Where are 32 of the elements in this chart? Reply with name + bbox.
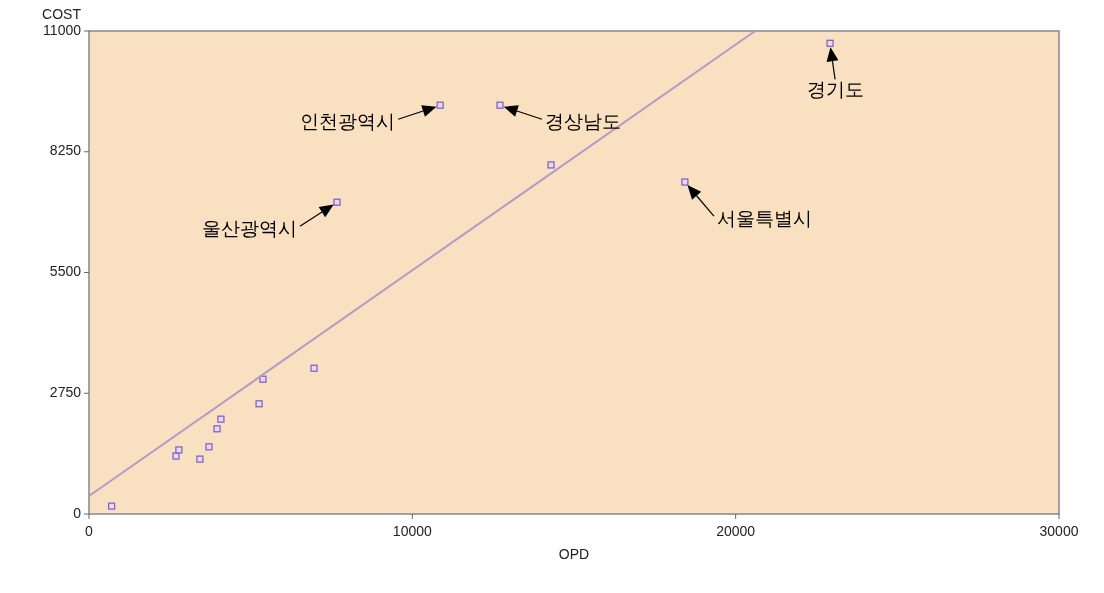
point [255,400,263,408]
point [681,178,689,186]
point [196,455,204,463]
x-tick-label: 0 [85,523,94,539]
annotation: 인천광역시 [300,110,396,133]
y-tick-label: 2750 [49,383,82,400]
y-tick-label: 8250 [49,142,82,159]
point [205,443,213,451]
point [333,198,341,206]
annotation: 서울특별시 [716,207,812,230]
y-tick-label: 5500 [49,263,82,280]
point [436,101,444,109]
annotation: 울산광역시 [202,217,297,240]
point [108,502,116,510]
x-tick-label: 10000 [392,523,433,539]
point [826,39,834,47]
point [213,425,221,433]
y-tick-label: 11000 [43,21,82,38]
x-axis-title: OPD [558,546,590,562]
x-tick-label: 30000 [1039,523,1079,539]
point [547,161,555,169]
point [496,101,504,109]
point [172,452,180,460]
annotation: 경기도 [806,78,864,101]
point [259,375,267,383]
y-tick-label: 0 [73,504,82,521]
x-tick-label: 20000 [716,523,756,539]
point [175,446,183,454]
y-axis-title: COST [42,6,82,22]
point [310,364,318,372]
annotation: 경상남도 [544,110,621,133]
point [217,415,225,423]
